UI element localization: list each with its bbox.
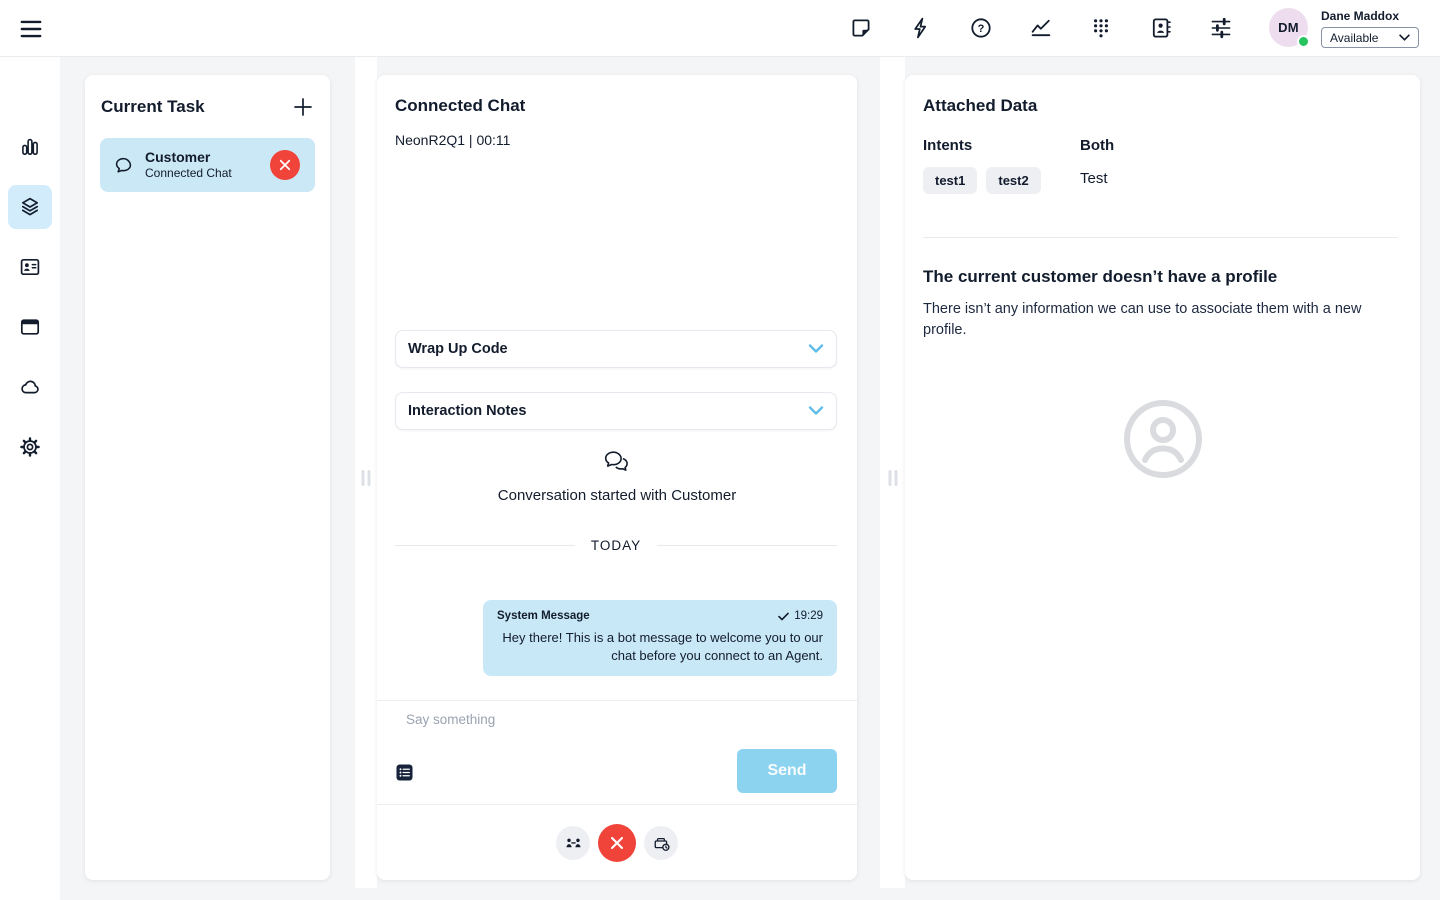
message-sender: System Message <box>497 610 590 622</box>
window-icon[interactable] <box>8 305 52 349</box>
delivered-check-icon <box>778 612 790 620</box>
settings-gear-icon[interactable] <box>8 425 52 469</box>
tasks-layers-icon[interactable] <box>8 185 52 229</box>
chat-panel-title: Connected Chat <box>395 96 526 115</box>
user-area: DM Dane Maddox Available <box>1269 8 1419 48</box>
empty-profile-icon <box>1121 397 1205 486</box>
splitter-left-handle[interactable] <box>361 470 371 486</box>
no-profile-title: The current customer doesn’t have a prof… <box>923 267 1278 286</box>
status-select[interactable]: Available <box>1321 27 1419 48</box>
intents-chips: test1 test2 <box>923 167 1041 194</box>
data-panel-divider <box>923 237 1398 238</box>
menu-icon[interactable] <box>17 15 45 43</box>
add-task-icon[interactable] <box>291 95 315 119</box>
task-name: Customer <box>145 149 211 166</box>
message-meta: 19:29 <box>778 610 823 622</box>
status-select-value: Available <box>1330 30 1379 45</box>
user-name: Dane Maddox <box>1321 9 1400 23</box>
avatar-initials: DM <box>1278 20 1299 35</box>
send-button[interactable]: Send <box>737 749 837 793</box>
message-text: Hey there! This is a bot message to welc… <box>502 630 823 663</box>
conversation-bubbles-icon <box>602 449 632 480</box>
interaction-notes-label: Interaction Notes <box>408 403 527 419</box>
task-text: Customer Connected Chat <box>145 148 232 182</box>
wrap-up-code-accordion[interactable]: Wrap Up Code <box>395 330 837 368</box>
intents-label: Intents <box>923 137 973 154</box>
attached-data-title: Attached Data <box>923 96 1038 115</box>
intent-chip: test1 <box>923 167 978 194</box>
chat-actions <box>377 824 857 862</box>
topbar: ? DM Dane Maddox Availabl <box>0 0 1440 57</box>
task-panel-title: Current Task <box>101 97 205 116</box>
sliders-icon[interactable] <box>1209 16 1233 40</box>
both-label: Both <box>1080 137 1115 154</box>
status-dot <box>1297 35 1310 48</box>
intents-field: Intents test1 test2 <box>923 137 1041 194</box>
lightning-icon[interactable] <box>909 16 933 40</box>
both-field: Both Test <box>1080 137 1114 187</box>
splitter-right-handle[interactable] <box>888 470 897 486</box>
user-meta: Dane Maddox Available <box>1321 8 1419 48</box>
topbar-icon-group: ? <box>849 0 1233 56</box>
splitter-right <box>880 57 905 888</box>
conversation-start-text: Conversation started with Customer <box>497 487 737 504</box>
chat-panel: Connected Chat NeonR2Q1 | 00:11 Wrap Up … <box>377 75 857 880</box>
wrap-up-code-label: Wrap Up Code <box>408 341 508 357</box>
interaction-notes-accordion[interactable]: Interaction Notes <box>395 392 837 430</box>
intent-chip: test2 <box>986 167 1041 194</box>
day-divider-label: TODAY <box>590 538 642 553</box>
side-rail <box>0 57 60 900</box>
chart-icon[interactable] <box>1029 16 1053 40</box>
task-type: Connected Chat <box>145 166 232 181</box>
message-time: 19:29 <box>794 610 823 622</box>
end-chat-icon[interactable] <box>598 824 636 862</box>
help-icon[interactable]: ? <box>969 16 993 40</box>
no-profile-text: There isn’t any information we can use t… <box>923 301 1362 339</box>
cloud-icon[interactable] <box>8 365 52 409</box>
both-value: Test <box>1080 170 1108 187</box>
activity-bars-icon[interactable] <box>8 125 52 169</box>
chevron-down-icon <box>808 344 824 353</box>
splitter-left <box>355 57 377 888</box>
task-panel: Current Task Customer Connected Chat <box>85 75 330 880</box>
end-task-icon[interactable] <box>270 150 300 180</box>
attached-data-panel: Attached Data Intents test1 test2 Both T… <box>905 75 1420 880</box>
contacts-icon[interactable] <box>1149 16 1173 40</box>
contact-card-icon[interactable] <box>8 245 52 289</box>
avatar[interactable]: DM <box>1269 8 1310 48</box>
input-divider <box>377 700 857 701</box>
note-icon[interactable] <box>849 16 873 40</box>
chat-bubble-icon <box>115 157 132 173</box>
chat-message-input[interactable] <box>406 708 806 730</box>
transfer-icon[interactable] <box>556 826 590 860</box>
task-item[interactable]: Customer Connected Chat <box>100 138 315 192</box>
system-message-bubble: System Message 19:29 Hey there! This is … <box>483 600 837 677</box>
svg-text:?: ? <box>978 23 985 35</box>
actions-divider <box>377 804 857 805</box>
task-panel-header: Current Task <box>85 75 330 119</box>
canned-responses-icon[interactable] <box>394 762 415 786</box>
dialpad-icon[interactable] <box>1089 16 1113 40</box>
chat-session-info: NeonR2Q1 | 00:11 <box>395 132 511 148</box>
day-divider: TODAY <box>395 538 838 553</box>
chevron-down-icon <box>808 406 824 415</box>
chevron-down-icon <box>1399 34 1410 41</box>
park-interaction-icon[interactable] <box>644 826 678 860</box>
